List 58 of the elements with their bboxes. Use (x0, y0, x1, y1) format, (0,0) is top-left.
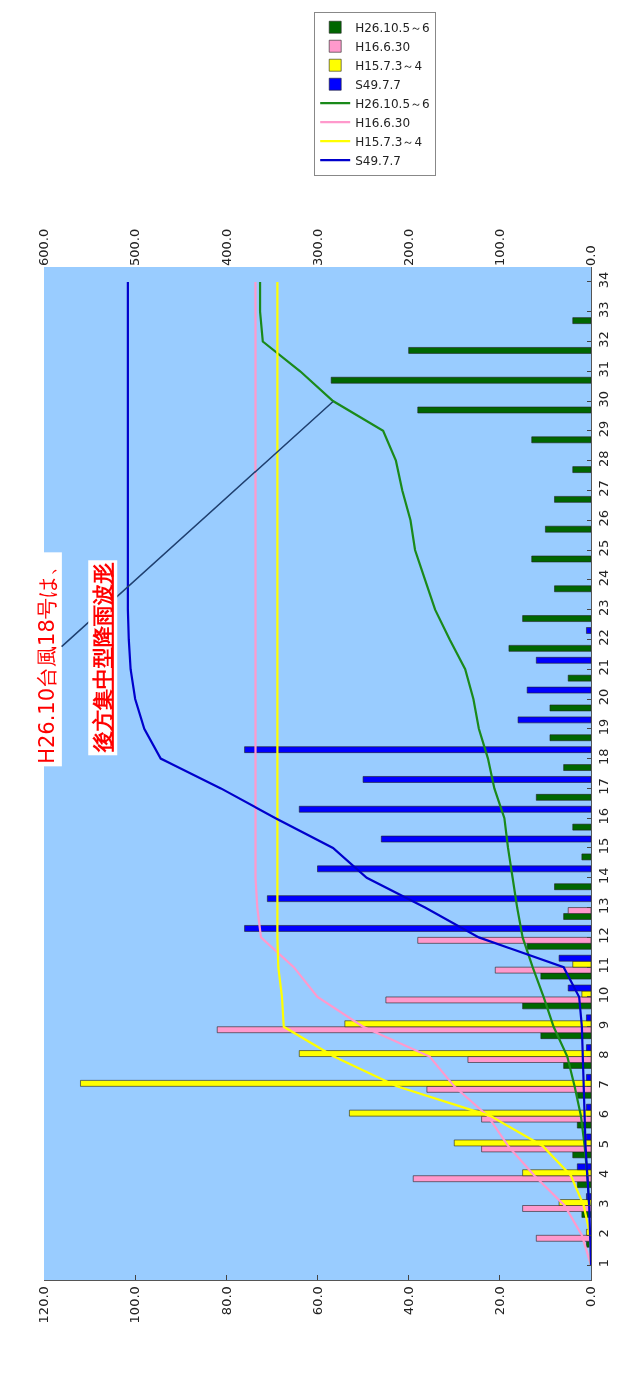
x-tick-label: 120.0 (36, 1286, 52, 1324)
legend-label: S49.7.7 (355, 77, 401, 92)
legend-label: H15.7.3～4 (355, 134, 423, 149)
y-tick-label: 10 (595, 986, 611, 1004)
legend-label: H16.6.30 (355, 115, 411, 130)
y-tick-label: 4 (595, 1169, 611, 1178)
y-tick-label: 6 (595, 1110, 611, 1119)
legend-label: H26.10.5～6 (355, 96, 430, 111)
x-tick-label: 100.0 (127, 1286, 143, 1324)
y-tick-label: 8 (595, 1050, 611, 1059)
annotation: 後方集中型降雨波形 (90, 562, 115, 753)
x2-tick-label: 300.0 (309, 228, 325, 266)
annotation: H26.10台風18号は、 (35, 555, 60, 764)
x-tick-label: 20.0 (492, 1286, 508, 1316)
x2-tick-label: 0.0 (583, 245, 599, 266)
y-tick-label: 34 (595, 271, 611, 289)
y-tick-label: 3 (595, 1199, 611, 1208)
y-tick-label: 27 (595, 480, 611, 497)
y-tick-label: 5 (595, 1139, 611, 1149)
x-tick-label: 40.0 (400, 1286, 416, 1316)
y-tick-label: 25 (595, 539, 611, 557)
y-tick-label: 7 (595, 1080, 611, 1089)
y-tick-label: 16 (595, 807, 611, 825)
y-tick-label: 1 (595, 1259, 611, 1268)
y-tick-label: 30 (595, 390, 611, 408)
x2-tick-label: 400.0 (218, 228, 234, 266)
y-tick-label: 18 (595, 748, 611, 765)
y-tick-label: 14 (595, 867, 611, 885)
y-tick-label: 11 (595, 956, 611, 974)
y-tick-label: 22 (595, 629, 611, 646)
y-tick-label: 20 (595, 688, 611, 706)
y-tick-label: 2 (595, 1229, 611, 1238)
x2-tick-label: 200.0 (400, 228, 416, 266)
y-tick-label: 21 (595, 659, 611, 676)
x-tick-label: 60.0 (309, 1286, 325, 1316)
y-tick-label: 12 (595, 927, 611, 944)
x-tick-label: 0.0 (583, 1286, 599, 1307)
y-tick-label: 33 (595, 301, 611, 319)
y-tick-label: 28 (595, 450, 611, 467)
y-tick-label: 19 (595, 718, 611, 736)
x-tick-label: 80.0 (218, 1286, 234, 1316)
y-tick-label: 17 (595, 778, 611, 795)
x2-tick-label: 100.0 (492, 228, 508, 266)
x2-tick-label: 600.0 (36, 228, 52, 266)
y-tick-label: 31 (595, 361, 611, 378)
y-tick-label: 32 (595, 331, 611, 348)
y-tick-label: 9 (595, 1020, 611, 1029)
legend-label: H15.7.3～4 (355, 58, 423, 73)
y-tick-label: 29 (595, 420, 611, 438)
y-tick-label: 24 (595, 569, 611, 587)
legend-label: H16.6.30 (355, 39, 411, 54)
x2-tick-label: 500.0 (127, 228, 143, 266)
legend-label: S49.7.7 (355, 153, 401, 168)
y-tick-label: 13 (595, 897, 611, 914)
y-tick-label: 26 (595, 510, 611, 527)
legend-label: H26.10.5～6 (355, 20, 430, 35)
y-tick-label: 15 (595, 837, 611, 855)
y-tick-label: 23 (595, 599, 611, 616)
